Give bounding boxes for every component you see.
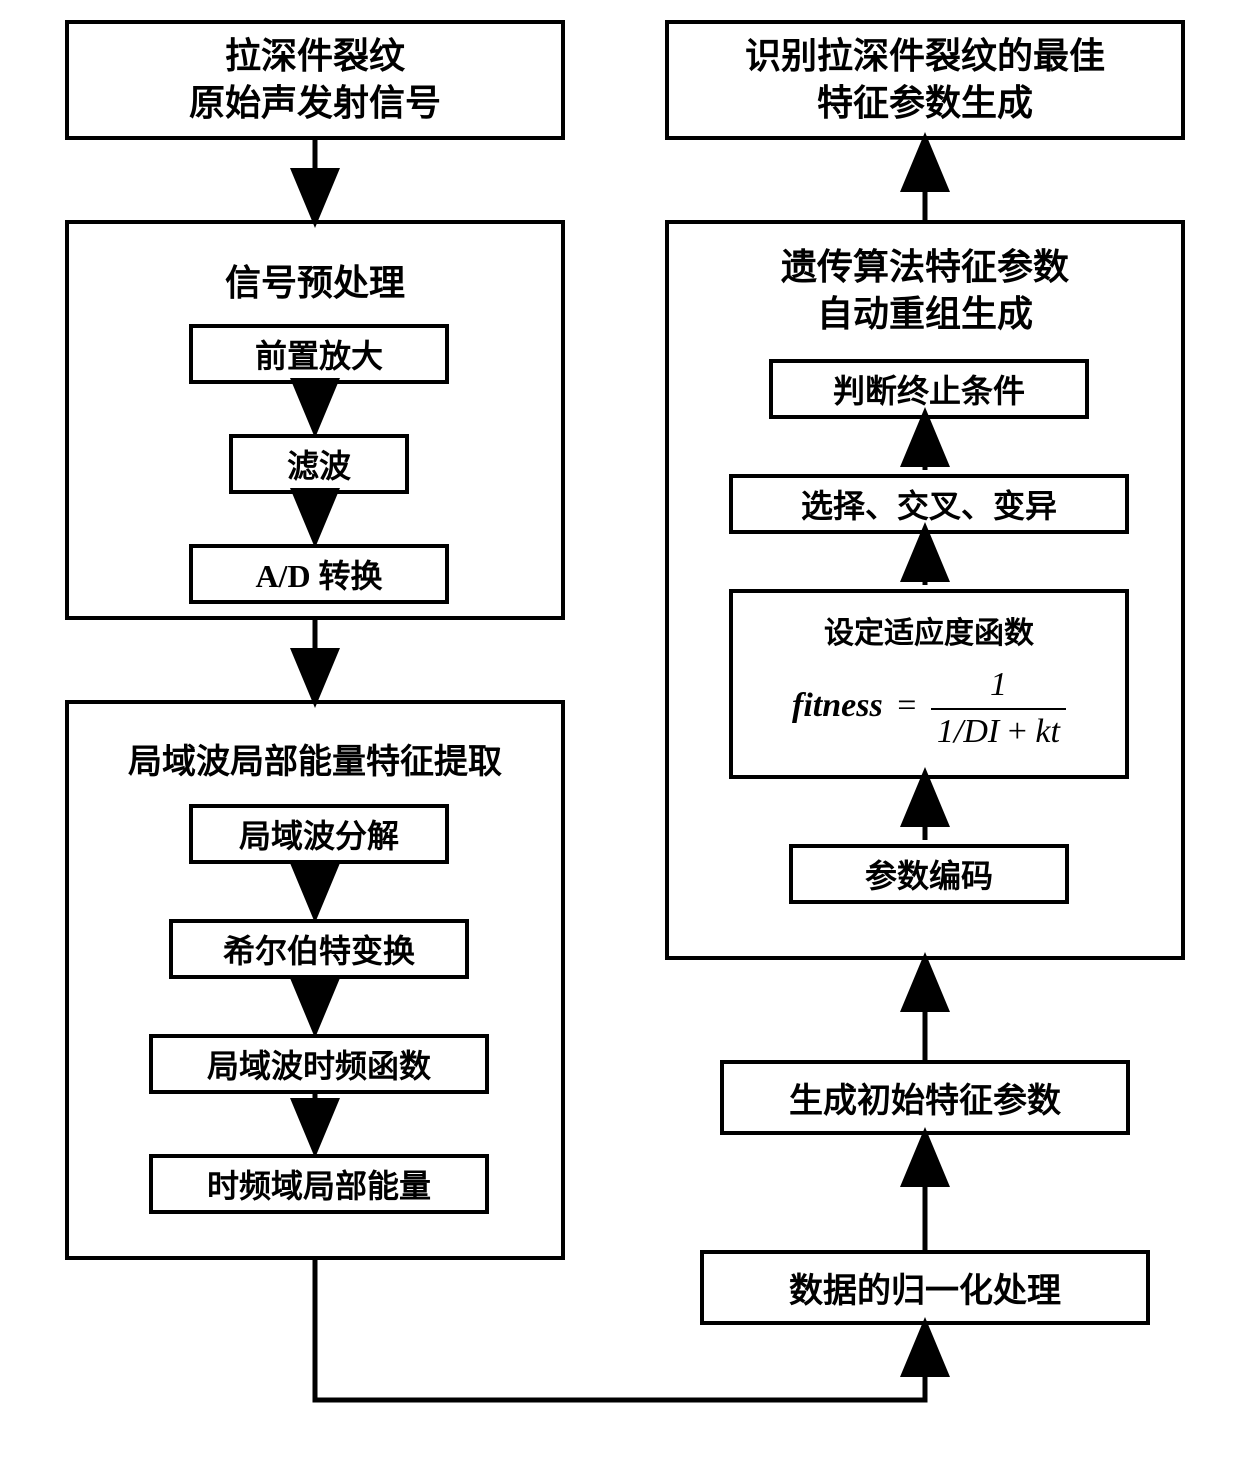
step-hilbert-label: 希尔伯特变换 (223, 926, 415, 972)
best-params-line1: 识别拉深件裂纹的最佳 (745, 33, 1105, 80)
step-hilbert: 希尔伯特变换 (169, 919, 469, 979)
fitness-num: 1 (931, 663, 1066, 709)
step-scm-label: 选择、交叉、变异 (801, 481, 1057, 527)
node-raw-signal: 拉深件裂纹 原始声发射信号 (65, 20, 565, 140)
step-terminate-label: 判断终止条件 (833, 366, 1025, 412)
step-adc-label: A/D 转换 (255, 551, 382, 597)
fitness-den-di: 1/DI (937, 713, 999, 750)
group-feature-extract: 局域波局部能量特征提取 局域波分解 希尔伯特变换 局域波时频函数 时频域局部能量 (65, 700, 565, 1260)
step-filter: 滤波 (229, 434, 409, 494)
step-fitness: 设定适应度函数 fitness = 1 1/DI + kt (729, 589, 1129, 779)
fitness-den-kt: kt (1035, 713, 1060, 750)
fitness-label: 设定适应度函数 (824, 614, 1034, 653)
step-filter-label: 滤波 (287, 441, 351, 487)
step-localwave-decomp: 局域波分解 (189, 804, 449, 864)
step-adc: A/D 转换 (189, 544, 449, 604)
preprocess-title: 信号预处理 (69, 254, 561, 306)
step-local-energy: 时频域局部能量 (149, 1154, 489, 1214)
group-preprocess: 信号预处理 前置放大 滤波 A/D 转换 (65, 220, 565, 620)
init-params-label: 生成初始特征参数 (789, 1073, 1061, 1122)
node-init-params: 生成初始特征参数 (720, 1060, 1130, 1135)
fitness-eq: = (897, 687, 916, 724)
raw-signal-line1: 拉深件裂纹 (189, 33, 441, 80)
step-terminate: 判断终止条件 (769, 359, 1089, 419)
node-normalize: 数据的归一化处理 (700, 1250, 1150, 1325)
step-encoding-label: 参数编码 (865, 851, 993, 897)
raw-signal-line2: 原始声发射信号 (189, 80, 441, 127)
step-preamp: 前置放大 (189, 324, 449, 384)
step-timefreq-func: 局域波时频函数 (149, 1034, 489, 1094)
step-localwave-decomp-label: 局域波分解 (239, 811, 399, 857)
step-timefreq-func-label: 局域波时频函数 (207, 1041, 431, 1087)
group-genetic: 遗传算法特征参数 自动重组生成 判断终止条件 选择、交叉、变异 设定适应度函数 … (665, 220, 1185, 960)
node-best-params: 识别拉深件裂纹的最佳 特征参数生成 (665, 20, 1185, 140)
genetic-title: 遗传算法特征参数 自动重组生成 (669, 244, 1181, 338)
step-preamp-label: 前置放大 (255, 331, 383, 377)
genetic-title-line1: 遗传算法特征参数 (669, 244, 1181, 291)
step-local-energy-label: 时频域局部能量 (207, 1161, 431, 1207)
fitness-den-plus: + (1008, 713, 1027, 750)
feature-extract-title: 局域波局部能量特征提取 (69, 734, 561, 783)
genetic-title-line2: 自动重组生成 (669, 291, 1181, 338)
step-select-cross-mutate: 选择、交叉、变异 (729, 474, 1129, 534)
fitness-formula: fitness = 1 1/DI + kt (792, 663, 1066, 753)
step-encoding: 参数编码 (789, 844, 1069, 904)
fitness-lhs: fitness (792, 687, 883, 724)
normalize-label: 数据的归一化处理 (789, 1263, 1061, 1312)
best-params-line2: 特征参数生成 (745, 80, 1105, 127)
